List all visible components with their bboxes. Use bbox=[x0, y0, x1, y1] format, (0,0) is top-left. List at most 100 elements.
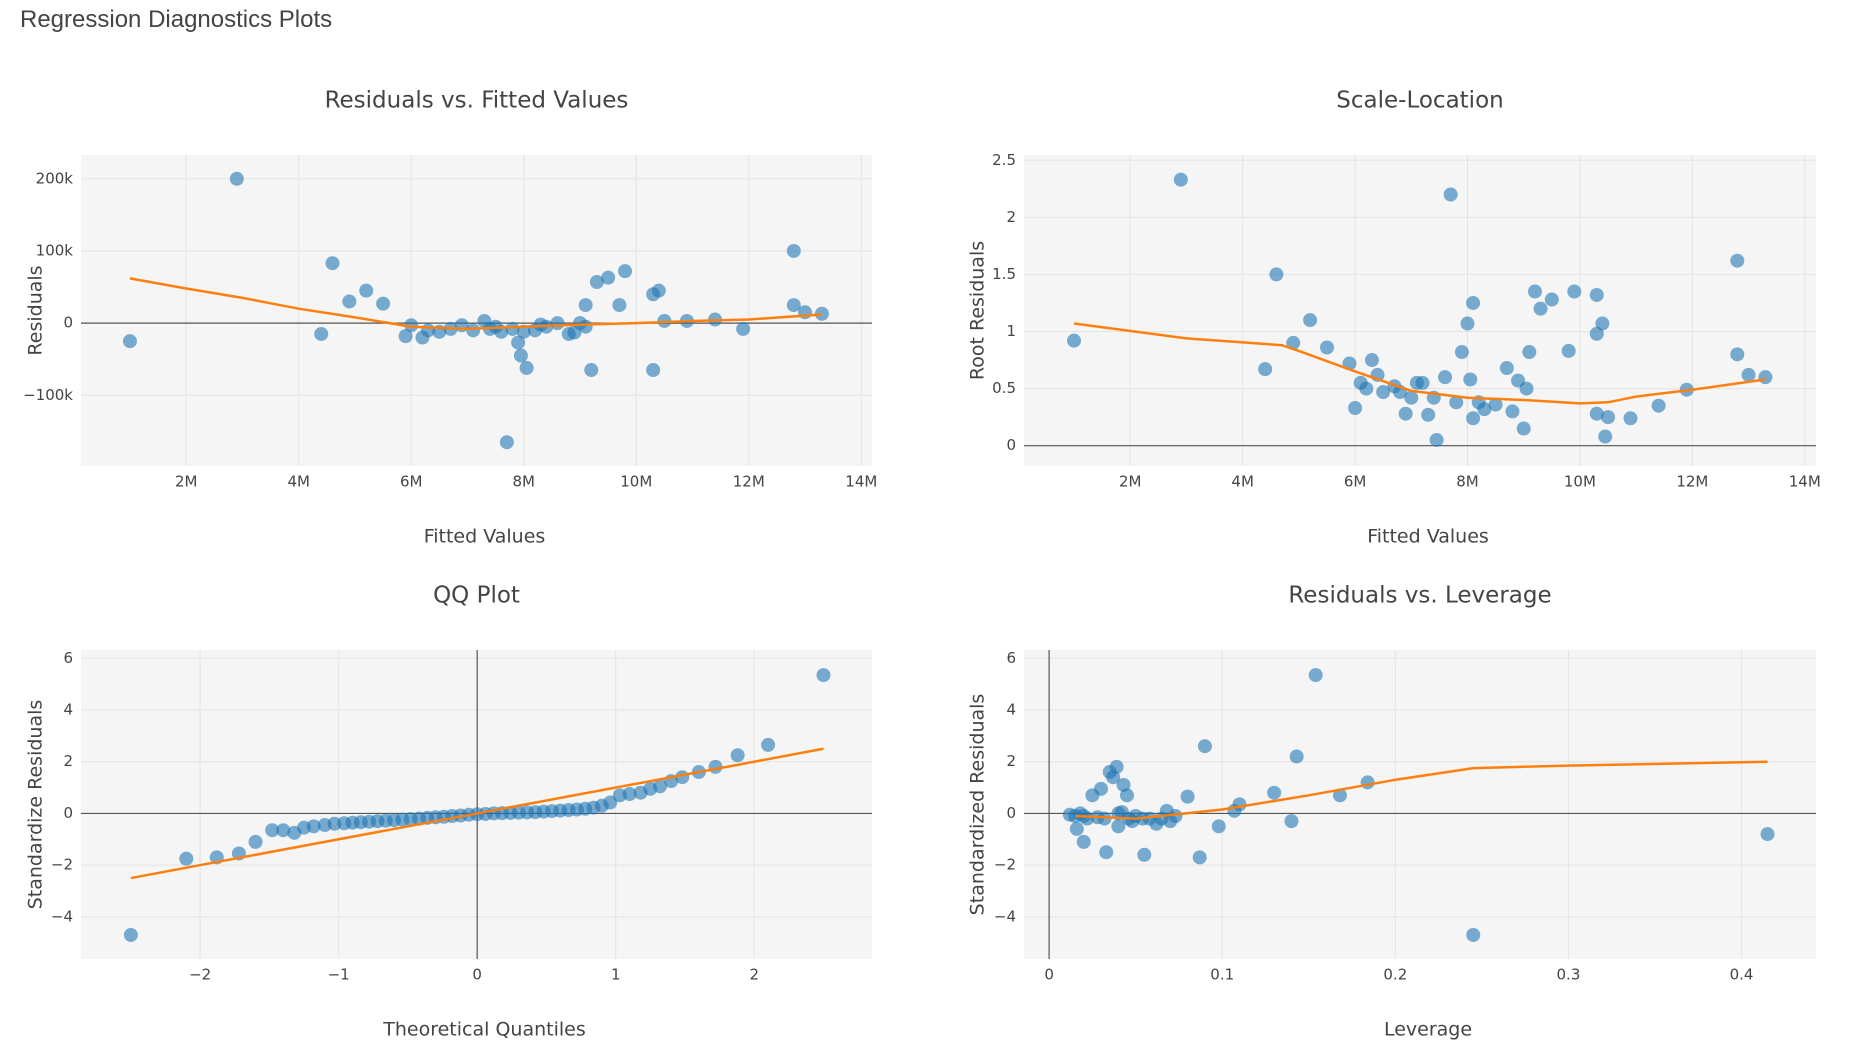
data-point bbox=[123, 927, 138, 942]
y-tick-label: −4 bbox=[51, 907, 73, 925]
x-tick-label: 10M bbox=[1564, 473, 1596, 491]
x-tick-label: 2 bbox=[749, 966, 759, 984]
data-point bbox=[1080, 811, 1095, 826]
y-tick-label: 2.5 bbox=[992, 151, 1016, 169]
data-point bbox=[1429, 432, 1444, 447]
y-tick-label: 1.5 bbox=[992, 265, 1016, 283]
y-tick-label: 4 bbox=[1006, 700, 1016, 718]
data-point bbox=[499, 435, 514, 450]
data-point bbox=[1303, 313, 1318, 328]
data-point bbox=[612, 298, 627, 313]
y-tick-label: −2 bbox=[51, 856, 73, 874]
data-point bbox=[1137, 847, 1152, 862]
data-point bbox=[1477, 402, 1492, 417]
y-tick-label: 100k bbox=[36, 241, 74, 259]
y-tick-label: 2 bbox=[1006, 752, 1016, 770]
data-point bbox=[1269, 267, 1284, 282]
y-tick-label: −2 bbox=[994, 856, 1016, 874]
data-point bbox=[736, 321, 751, 336]
data-point bbox=[314, 326, 329, 341]
y-tick-label: 0.5 bbox=[992, 379, 1016, 397]
data-point bbox=[122, 334, 137, 349]
data-point bbox=[519, 360, 534, 375]
data-point bbox=[1561, 343, 1576, 358]
data-point bbox=[1589, 326, 1604, 341]
data-point bbox=[1258, 362, 1273, 377]
data-point bbox=[1094, 781, 1109, 796]
y-axis-label: Standardized Residuals bbox=[967, 694, 989, 916]
data-point bbox=[1505, 404, 1520, 419]
data-point bbox=[1067, 333, 1082, 348]
plot-area bbox=[1024, 650, 1816, 959]
data-point bbox=[1359, 381, 1374, 396]
y-tick-label: 2 bbox=[63, 752, 73, 770]
data-point bbox=[1421, 407, 1436, 422]
data-point bbox=[1364, 353, 1379, 368]
x-tick-label: 0 bbox=[1044, 966, 1054, 984]
data-point bbox=[653, 779, 668, 794]
x-tick-label: −2 bbox=[189, 966, 211, 984]
data-point bbox=[1069, 821, 1084, 836]
data-point bbox=[1332, 788, 1347, 803]
x-tick-label: 2M bbox=[1119, 473, 1142, 491]
data-point bbox=[248, 834, 263, 849]
y-tick-label: 0 bbox=[1006, 436, 1016, 454]
data-point bbox=[1466, 927, 1481, 942]
data-point bbox=[646, 363, 661, 378]
fit-line bbox=[130, 747, 824, 880]
data-point bbox=[761, 737, 776, 752]
data-point bbox=[1438, 370, 1453, 385]
y-tick-label: 0 bbox=[63, 314, 73, 332]
chart-title: Residuals vs. Leverage bbox=[1288, 583, 1551, 609]
data-point bbox=[1111, 819, 1126, 834]
data-point bbox=[404, 318, 419, 333]
data-point bbox=[1466, 295, 1481, 310]
x-tick-label: 0.2 bbox=[1383, 966, 1407, 984]
data-point bbox=[1589, 406, 1604, 421]
data-point bbox=[376, 296, 391, 311]
data-point bbox=[1623, 411, 1638, 426]
data-point bbox=[1488, 397, 1503, 412]
data-point bbox=[1544, 292, 1559, 307]
y-axis-label: Standardize Residuals bbox=[25, 700, 47, 910]
data-point bbox=[1651, 398, 1666, 413]
data-point bbox=[1289, 749, 1304, 764]
x-tick-label: 8M bbox=[513, 473, 536, 491]
data-point bbox=[578, 298, 593, 313]
data-point bbox=[1460, 316, 1475, 331]
data-point bbox=[1192, 850, 1207, 865]
data-point bbox=[1595, 316, 1610, 331]
data-point bbox=[1463, 372, 1478, 387]
data-point bbox=[1741, 367, 1756, 382]
y-tick-label: 6 bbox=[63, 649, 73, 667]
y-axis-label: Residuals bbox=[25, 265, 47, 355]
data-point bbox=[578, 319, 593, 334]
x-tick-label: 6M bbox=[400, 473, 423, 491]
data-point bbox=[505, 321, 520, 336]
plot-area bbox=[1024, 155, 1816, 466]
x-tick-label: 4M bbox=[1231, 473, 1254, 491]
data-point bbox=[306, 819, 321, 834]
data-point bbox=[786, 298, 801, 313]
x-tick-label: 0 bbox=[472, 966, 482, 984]
data-point bbox=[601, 270, 616, 285]
data-point bbox=[1466, 411, 1481, 426]
x-tick-label: 1 bbox=[611, 966, 621, 984]
y-tick-label: 6 bbox=[1006, 649, 1016, 667]
x-tick-label: −1 bbox=[328, 966, 350, 984]
data-point bbox=[1454, 345, 1469, 360]
data-point bbox=[1730, 253, 1745, 268]
x-tick-label: 8M bbox=[1456, 473, 1479, 491]
data-point bbox=[1120, 788, 1135, 803]
x-axis-label: Leverage bbox=[1384, 1019, 1472, 1041]
y-tick-label: −4 bbox=[994, 907, 1016, 925]
data-point bbox=[584, 363, 599, 378]
data-point bbox=[342, 294, 357, 309]
data-point bbox=[276, 823, 291, 838]
fit-line bbox=[1075, 760, 1768, 820]
data-point bbox=[513, 348, 528, 363]
data-point bbox=[265, 823, 280, 838]
data-point bbox=[814, 306, 829, 321]
data-point bbox=[1527, 284, 1542, 299]
